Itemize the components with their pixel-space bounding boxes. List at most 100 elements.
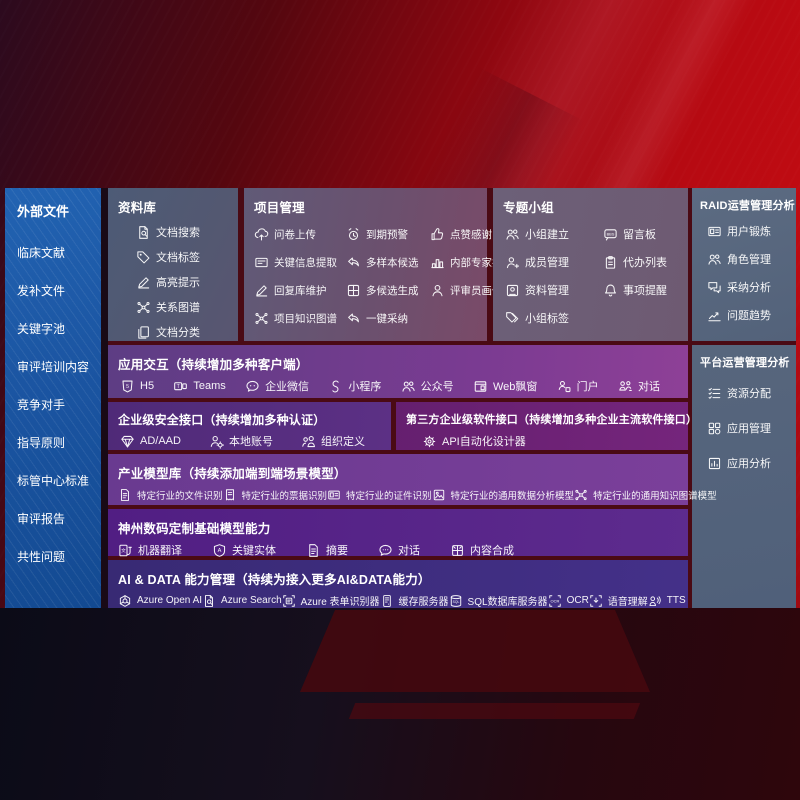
data-library-items: 文档搜索文档标签高亮提示关系图谱文档分类 bbox=[108, 216, 238, 340]
message-board-item: BBS 留言板 bbox=[603, 226, 688, 242]
data-library-title: 资料库 bbox=[118, 201, 157, 215]
security-interface-items: AD/AAD 本地账号 组织定义 bbox=[108, 433, 391, 449]
industry-data-model-item: 特定行业的通用数据分析模型 bbox=[432, 488, 575, 502]
item-label: 特定行业的通用数据分析模型 bbox=[450, 491, 575, 502]
machine-translate-icon: 文 bbox=[118, 543, 133, 558]
reviewer-profile-icon bbox=[430, 283, 445, 298]
portal-item: 门户 bbox=[557, 378, 599, 394]
item-label: SQL数据库服务器 bbox=[467, 597, 548, 608]
item-label: 一键采纳 bbox=[366, 312, 408, 325]
cache-server-item: 缓存服务器 bbox=[380, 593, 449, 608]
panel-data-library: 资料库 文档搜索文档标签高亮提示关系图谱文档分类 bbox=[108, 188, 238, 341]
ad-aad-icon bbox=[120, 434, 135, 449]
app-analysis-icon bbox=[707, 456, 722, 471]
item-label: 关系图谱 bbox=[156, 302, 200, 314]
role-manage-item: 角色管理 bbox=[707, 251, 796, 267]
key-entity-icon: A bbox=[212, 543, 227, 558]
security-interface-title: 企业级安全接口（持续增加多种认证） bbox=[118, 413, 326, 427]
user-training-icon bbox=[707, 224, 722, 239]
sidebar-item-0: 临床文献 bbox=[17, 246, 66, 260]
item-label: 事项提醒 bbox=[623, 285, 667, 297]
panel-project-management: 项目管理 问卷上传 关键信息提取 回复库维护 项目知识图谱 到期预警 多样本候选 多候选生成… bbox=[244, 188, 513, 341]
item-label: 文档分类 bbox=[156, 327, 200, 339]
wechat-work-item: 企业微信 bbox=[245, 378, 309, 394]
item-label: 成员管理 bbox=[525, 257, 569, 269]
api-designer-icon bbox=[422, 434, 437, 449]
svg-text:A: A bbox=[218, 548, 222, 554]
item-label: 机器翻译 bbox=[138, 545, 182, 557]
dialog-people-item: 对话 bbox=[618, 378, 660, 394]
role-manage-icon bbox=[707, 252, 722, 267]
panel-raid-analysis: RAID运营管理分析 用户锻炼 角色管理 采纳分析 问题趋势 bbox=[692, 188, 796, 341]
doc-category-icon bbox=[136, 325, 151, 340]
item-label: 文档搜索 bbox=[156, 227, 200, 239]
local-account-icon bbox=[209, 434, 224, 449]
third-party-interface-title: 第三方企业级软件接口（持续增加多种企业主流软件接口） bbox=[406, 414, 698, 426]
relation-graph-icon bbox=[136, 300, 151, 315]
content-compose-item: 内容合成 bbox=[450, 542, 514, 558]
sidebar-item-8: 共性问题 bbox=[17, 550, 66, 564]
ocr-icon: OCR bbox=[548, 594, 562, 608]
item-label: 用户锻炼 bbox=[727, 226, 771, 238]
sidebar-item-5: 指导原则 bbox=[17, 436, 66, 450]
svg-text:5: 5 bbox=[126, 384, 129, 390]
item-label: 特定行业的证件识别 bbox=[346, 491, 432, 502]
panel-platform-analysis: 平台运营管理分析 资源分配 应用管理 应用分析 bbox=[692, 345, 796, 608]
item-label: 内容合成 bbox=[470, 545, 514, 557]
laptop-silhouette bbox=[300, 610, 650, 692]
industry-data-model-icon bbox=[432, 488, 446, 502]
item-label: 文档标签 bbox=[156, 252, 200, 264]
item-label: 摘要 bbox=[326, 545, 348, 557]
sidebar-divider bbox=[101, 188, 108, 608]
panel-app-interaction: 应用交互（持续增加多种客户端） 5 H5 T Teams 企业微信 小程序 公众号 Web飘窗… bbox=[108, 345, 688, 398]
sidebar-item-6: 标管中心标准 bbox=[17, 474, 90, 488]
panel-security-interface: 企业级安全接口（持续增加多种认证） AD/AAD 本地账号 组织定义 bbox=[108, 402, 391, 450]
questionnaire-upload-icon bbox=[254, 227, 269, 242]
svg-text:BBS: BBS bbox=[607, 231, 615, 236]
item-label: 点赞感谢 bbox=[450, 228, 492, 241]
one-key-adopt-icon bbox=[346, 311, 361, 326]
miniprogram-icon bbox=[328, 379, 343, 394]
project-management-title: 项目管理 bbox=[254, 201, 305, 215]
app-interaction-title: 应用交互（持续增加多种客户端） bbox=[118, 358, 309, 372]
highlight-item: 高亮提示 bbox=[136, 274, 238, 290]
sidebar-item-7: 审评报告 bbox=[17, 512, 66, 526]
azure-search-item: Azure Search bbox=[202, 594, 282, 608]
item-label: 应用管理 bbox=[727, 423, 771, 435]
app-interaction-items: 5 H5 T Teams 企业微信 小程序 公众号 Web飘窗 门户 对话 bbox=[108, 378, 688, 394]
questionnaire-upload-item: 问卷上传 bbox=[254, 227, 346, 242]
sidebar-item-3: 审评培训内容 bbox=[17, 360, 90, 374]
item-label: 角色管理 bbox=[727, 254, 771, 266]
expert-rank-icon bbox=[430, 255, 445, 270]
azure-openai-icon bbox=[118, 594, 132, 608]
project-graph-icon bbox=[254, 311, 269, 326]
due-warning-icon bbox=[346, 227, 361, 242]
industry-graph-item: 特定行业的通用知识图谱模型 bbox=[574, 488, 717, 502]
panel-topic-groups: 专题小组 小组建立 成员管理 资料管理 小组标签 BBS 留言板 代办列表 事项提醒 bbox=[493, 188, 688, 341]
item-label: Web飘窗 bbox=[492, 381, 538, 393]
org-define-icon bbox=[301, 434, 316, 449]
industry-card-icon bbox=[327, 488, 341, 502]
portal-icon bbox=[557, 379, 572, 394]
miniprogram-item: 小程序 bbox=[328, 378, 381, 394]
ad-aad-item: AD/AAD bbox=[120, 434, 181, 449]
item-label: 特定行业的票据识别 bbox=[241, 491, 328, 502]
teams-icon: T bbox=[173, 379, 188, 394]
group-tag-icon bbox=[505, 311, 520, 326]
item-label: 多候选生成 bbox=[366, 284, 419, 297]
group-create-icon bbox=[505, 227, 520, 242]
item-label: 到期预警 bbox=[366, 228, 408, 241]
raid-analysis-title: RAID运营管理分析 bbox=[700, 200, 795, 212]
speech-item: 语音理解 bbox=[589, 593, 648, 608]
item-label: 采纳分析 bbox=[727, 282, 771, 294]
platform-analysis-title: 平台运营管理分析 bbox=[700, 357, 790, 369]
relation-graph-item: 关系图谱 bbox=[136, 299, 238, 315]
industry-graph-icon bbox=[574, 488, 588, 502]
h5-icon: 5 bbox=[120, 379, 135, 394]
key-info-extract-item: 关键信息提取 bbox=[254, 255, 346, 270]
svg-text:SQL: SQL bbox=[452, 600, 459, 604]
item-label: 组织定义 bbox=[320, 436, 365, 448]
doc-search-icon bbox=[136, 225, 151, 240]
content-compose-icon bbox=[450, 543, 465, 558]
topic-groups-title: 专题小组 bbox=[503, 201, 554, 215]
